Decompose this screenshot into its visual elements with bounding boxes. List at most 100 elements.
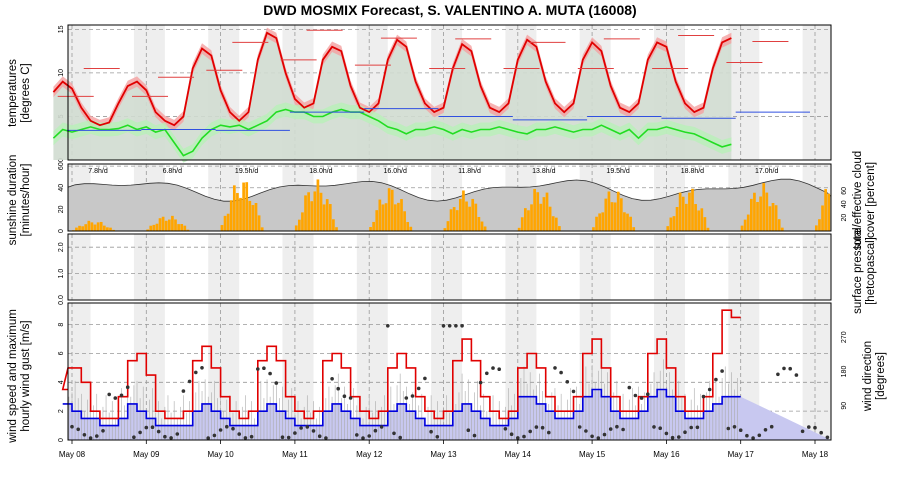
wind-direction-point	[311, 429, 316, 433]
sunshine-bar	[759, 196, 762, 231]
night-shade	[505, 234, 537, 300]
sunshine-bar	[771, 202, 775, 231]
sunshine-bar	[774, 205, 778, 231]
wind-direction-point	[348, 396, 353, 400]
sunshine-bar	[223, 215, 227, 231]
sunshine-bar	[706, 227, 710, 231]
wind-direction-point	[491, 366, 495, 370]
sunshine-bar	[616, 191, 620, 231]
daily-sunshine-label: 16.0h/d	[384, 168, 407, 175]
sunshine-bar	[301, 212, 304, 231]
sunshine-bar	[666, 226, 670, 231]
wind-direction-point	[206, 436, 210, 440]
sunshine-bar	[257, 215, 261, 231]
sunshine-bar	[403, 211, 406, 231]
sunshine-bar	[372, 221, 375, 231]
sunshine-bar	[539, 203, 543, 231]
sunshine-bar	[248, 200, 252, 231]
daily-sunshine-label: 18.0h/d	[309, 168, 332, 175]
sunshine-bar	[462, 190, 465, 231]
wind-direction-point	[596, 436, 601, 440]
sunshine-bar	[226, 213, 230, 231]
sunshine-bar	[815, 225, 818, 231]
wind-direction-point	[225, 424, 229, 429]
sunshine-bar	[483, 226, 487, 231]
sunshine-bar	[90, 222, 94, 231]
wind-direction-point	[800, 429, 805, 434]
wind-direction-point	[423, 376, 427, 381]
sunshine-bar	[694, 204, 697, 231]
wind-direction-point	[237, 432, 241, 436]
night-shade	[68, 234, 91, 300]
sunshine-bar	[171, 215, 174, 231]
cloud-tick-label: 60	[841, 187, 848, 195]
x-tick-label: May 12	[356, 450, 383, 459]
sunshine-bar	[740, 225, 744, 231]
sunshine-bar	[393, 204, 397, 231]
winddir-tick-label: 180	[841, 366, 848, 378]
sunshine-bar	[756, 201, 759, 231]
wind-direction-point	[819, 430, 823, 435]
wind-direction-point	[255, 367, 260, 371]
sunshine-bar	[607, 191, 611, 231]
sunshine-bar	[542, 197, 546, 231]
sunshine-bar	[251, 205, 255, 231]
sunshine-bar	[146, 229, 149, 231]
sunshine-bar	[697, 210, 701, 231]
sunshine-bar	[149, 225, 153, 231]
sunshine-bar	[678, 192, 682, 231]
wind-direction-point	[268, 371, 272, 376]
wind-direction-point	[751, 436, 755, 440]
sunshine-bar	[613, 202, 617, 231]
sunshine-bar	[99, 221, 103, 231]
wind-direction-point	[150, 425, 155, 430]
sunshine-bar	[465, 201, 468, 231]
wind-direction-point	[553, 366, 557, 370]
wind-direction-point	[776, 372, 780, 377]
night-shade	[431, 234, 463, 300]
wind-direction-point	[119, 393, 124, 398]
sunshine-bar	[619, 198, 623, 231]
wind-direction-point	[336, 386, 341, 391]
sunshine-bar	[297, 219, 301, 231]
sunshine-bar	[328, 204, 332, 231]
wind-direction-point	[813, 425, 817, 430]
sunshine-bar	[551, 216, 555, 231]
wind-direction-point	[683, 430, 687, 435]
sunshine-bar	[167, 219, 171, 231]
sunshine-bar	[595, 216, 598, 231]
sun-tick-label: 20	[58, 205, 65, 213]
wind-direction-point	[404, 396, 409, 400]
sunshine-bar	[164, 220, 168, 231]
sunshine-bar	[703, 217, 707, 231]
winddir-tick-label: 90	[841, 402, 848, 410]
sunshine-bar	[604, 198, 608, 231]
wind-direction-point	[763, 428, 768, 432]
sunshine-bar	[242, 182, 245, 231]
dewpoint-line	[52, 108, 732, 157]
sunshine-bar	[75, 227, 78, 231]
wind-direction-point	[293, 431, 297, 435]
wind-direction-point	[231, 426, 235, 431]
sunshine-bar	[180, 224, 184, 231]
sunshine-bar	[332, 219, 335, 231]
sunshine-bar	[749, 198, 753, 231]
sunshine-bar	[753, 192, 756, 231]
wind-direction-point	[144, 425, 149, 430]
sunshine-bar	[558, 226, 561, 231]
wind-direction-point	[726, 426, 731, 431]
sunshine-bar	[409, 226, 413, 231]
sunshine-bar	[517, 227, 521, 231]
wind-direction-point	[286, 435, 291, 440]
wind-direction-point	[497, 367, 502, 372]
wind-tick-label: 2	[58, 409, 65, 413]
sunshine-bar	[746, 214, 750, 231]
sunshine-bar	[827, 193, 831, 231]
sunshine-bar	[533, 188, 536, 231]
wind-direction-point	[825, 435, 830, 440]
wind-direction-point	[460, 324, 464, 328]
pressure-tick-label: 2.0	[58, 242, 65, 252]
sunshine-bar	[406, 222, 410, 231]
sunshine-bar	[375, 210, 379, 231]
sunshine-bar	[629, 216, 632, 231]
